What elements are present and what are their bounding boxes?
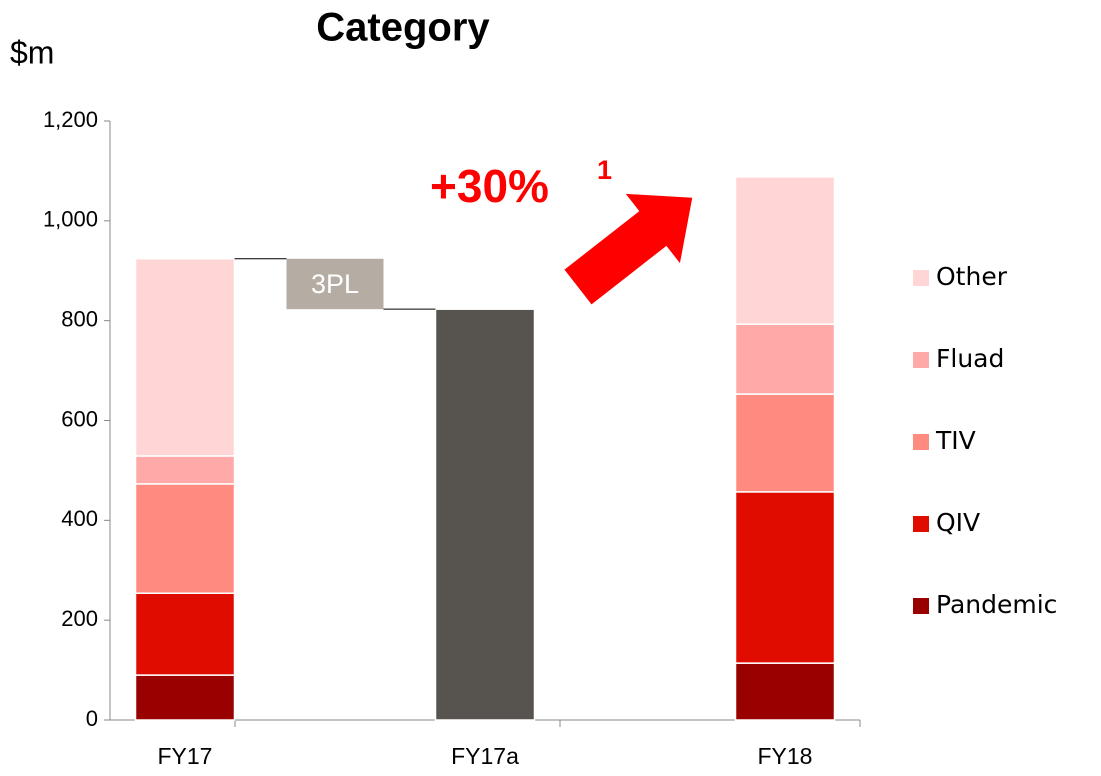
y-tick-label: 800 [61, 306, 98, 331]
legend-label: QIV [936, 508, 980, 537]
bar-segment [134, 483, 236, 594]
y-tick-label: 0 [86, 706, 98, 731]
legend-swatch [913, 434, 929, 450]
y-axis-label: $m [10, 34, 54, 70]
legend-label: TIV [935, 426, 976, 455]
bar-segment [134, 258, 236, 457]
legend-label: Fluad [936, 344, 1004, 373]
growth-arrow [564, 193, 693, 305]
bar-segment [734, 176, 836, 325]
y-tick-label: 1,000 [43, 207, 98, 232]
chart-title: Category [316, 6, 490, 50]
bar-segment [134, 674, 236, 721]
arrow-shape [564, 193, 693, 305]
legend-swatch [913, 270, 929, 286]
legend-swatch [913, 352, 929, 368]
bar-segment [734, 393, 836, 493]
bridge-box [286, 258, 384, 310]
bar-segment [134, 592, 236, 676]
legend-swatch [913, 598, 929, 614]
bar-segment [734, 323, 836, 395]
y-tick-label: 600 [61, 406, 98, 431]
legend-label: Pandemic [936, 590, 1057, 619]
bar-segment [734, 662, 836, 721]
bar-segment [434, 308, 536, 721]
legend-label: Other [936, 262, 1008, 291]
x-tick-label: FY18 [758, 743, 813, 769]
bar-segment [734, 491, 836, 664]
bar-segment [134, 455, 236, 485]
bridge-label: 3PL [311, 269, 359, 299]
y-tick-label: 400 [61, 506, 98, 531]
legend-swatch [913, 516, 929, 532]
annotation: +30% [430, 160, 549, 212]
x-tick-label: FY17 [158, 743, 213, 769]
x-tick-label: FY17a [451, 743, 519, 769]
y-tick-label: 1,200 [43, 107, 98, 132]
annotation-superscript: 1 [597, 155, 612, 185]
y-tick-label: 200 [61, 606, 98, 631]
